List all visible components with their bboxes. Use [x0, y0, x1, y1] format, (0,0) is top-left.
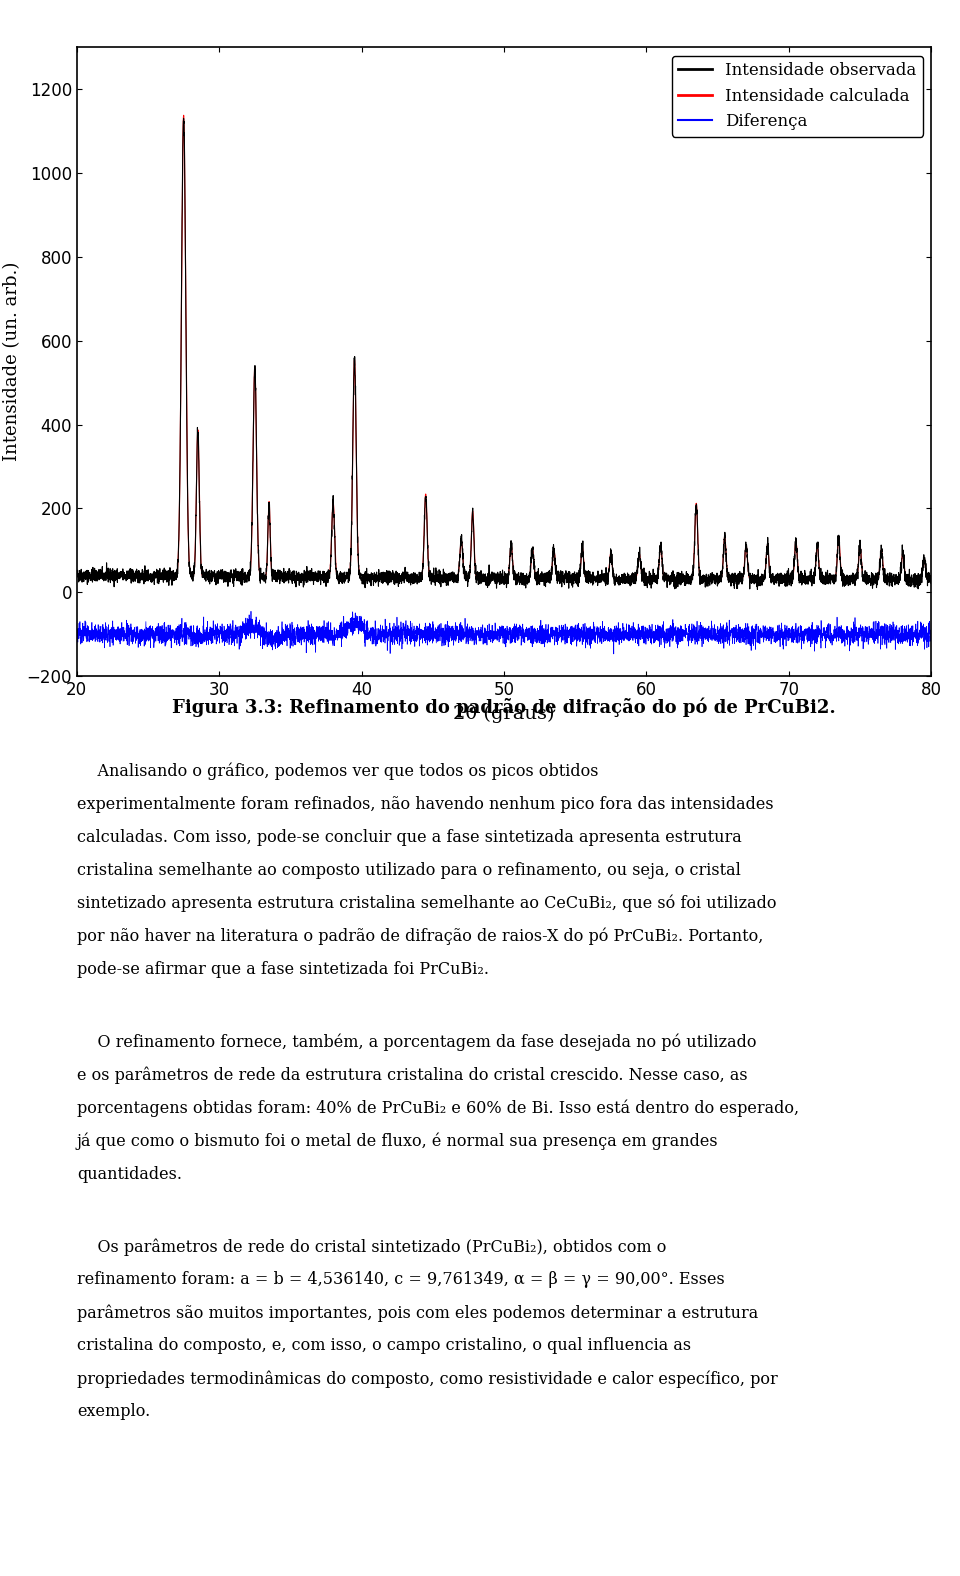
- Intensidade observada: [919, 548, 930, 567]
- Text: porcentagens obtidas foram: 40% de PrCuBi₂ e 60% de Bi. Isso está dentro do espe: porcentagens obtidas foram: 40% de PrCuB…: [77, 1100, 799, 1117]
- Text: experimentalmente foram refinados, não havendo nenhum pico fora das intensidades: experimentalmente foram refinados, não h…: [77, 796, 774, 813]
- Text: calculadas. Com isso, pode-se concluir que a fase sintetizada apresenta estrutur: calculadas. Com isso, pode-se concluir q…: [77, 829, 741, 846]
- Text: e os parâmetros de rede da estrutura cristalina do cristal crescido. Nesse caso,: e os parâmetros de rede da estrutura cri…: [77, 1067, 748, 1084]
- Intensidade observada: [71, 564, 83, 583]
- Text: pode-se afirmar que a fase sintetizada foi PrCuBi₂.: pode-se afirmar que a fase sintetizada f…: [77, 961, 489, 979]
- Text: cristalina do composto, e, com isso, o campo cristalino, o qual influencia as: cristalina do composto, e, com isso, o c…: [77, 1336, 691, 1354]
- Diferença: [454, 624, 466, 643]
- Diferença: [608, 645, 619, 663]
- Diferença: [925, 629, 937, 648]
- Intensidade calculada: [270, 567, 281, 586]
- Intensidade observada: [454, 545, 466, 564]
- Diferença: [275, 629, 286, 648]
- Intensidade observada: [178, 109, 189, 128]
- Intensidade calculada: [925, 569, 937, 588]
- Intensidade observada: [270, 569, 281, 588]
- Diferença: [394, 626, 405, 645]
- Intensidade observada: [752, 580, 763, 599]
- Text: Analisando o gráfico, podemos ver que todos os picos obtidos: Analisando o gráfico, podemos ver que to…: [77, 763, 598, 780]
- Intensidade calculada: [394, 569, 405, 588]
- Intensidade calculada: [278, 567, 290, 586]
- Diferença: [71, 630, 83, 649]
- Intensidade observada: [394, 564, 405, 583]
- Text: sintetizado apresenta estrutura cristalina semelhante ao CeCuBi₂, que só foi uti: sintetizado apresenta estrutura cristali…: [77, 895, 777, 913]
- Line: Intensidade calculada: Intensidade calculada: [77, 115, 931, 578]
- Text: Figura 3.3: Refinamento do padrão de difração do pó de PrCuBi2.: Figura 3.3: Refinamento do padrão de dif…: [172, 698, 836, 717]
- Diferença: [919, 640, 930, 659]
- Intensidade calculada: [71, 566, 83, 585]
- Diferença: [270, 630, 281, 649]
- Intensidade calculada: [178, 106, 189, 125]
- Intensidade calculada: [454, 547, 466, 566]
- Line: Diferença: Diferença: [77, 611, 931, 654]
- Text: exemplo.: exemplo.: [77, 1403, 150, 1420]
- Intensidade calculada: [275, 567, 286, 586]
- Diferença: [278, 623, 290, 641]
- X-axis label: 2θ (graus): 2θ (graus): [453, 704, 555, 723]
- Text: O refinamento fornece, também, a porcentagem da fase desejada no pó utilizado: O refinamento fornece, também, a porcent…: [77, 1034, 756, 1051]
- Intensidade observada: [925, 574, 937, 593]
- Intensidade observada: [275, 561, 286, 580]
- Text: cristalina semelhante ao composto utilizado para o refinamento, ou seja, o crist: cristalina semelhante ao composto utiliz…: [77, 862, 741, 879]
- Legend: Intensidade observada, Intensidade calculada, Diferença: Intensidade observada, Intensidade calcu…: [672, 55, 923, 137]
- Y-axis label: Intensidade (un. arb.): Intensidade (un. arb.): [3, 262, 21, 462]
- Text: refinamento foram: a = b = 4,536140, c = 9,761349, α = β = γ = 90,00°. Esses: refinamento foram: a = b = 4,536140, c =…: [77, 1272, 725, 1288]
- Text: já que como o bismuto foi o metal de fluxo, é normal sua presença em grandes: já que como o bismuto foi o metal de flu…: [77, 1133, 718, 1150]
- Text: parâmetros são muitos importantes, pois com eles podemos determinar a estrutura: parâmetros são muitos importantes, pois …: [77, 1303, 758, 1322]
- Text: Os parâmetros de rede do cristal sintetizado (PrCuBi₂), obtidos com o: Os parâmetros de rede do cristal sinteti…: [77, 1239, 666, 1256]
- Intensidade observada: [278, 566, 290, 585]
- Intensidade calculada: [919, 550, 930, 569]
- Text: quantidades.: quantidades.: [77, 1166, 181, 1182]
- Line: Intensidade observada: Intensidade observada: [77, 118, 931, 589]
- Text: propriedades termodinâmicas do composto, como resistividade e calor específico, : propriedades termodinâmicas do composto,…: [77, 1370, 778, 1387]
- Diferença: [245, 602, 256, 621]
- Text: por não haver na literatura o padrão de difração de raios-X do pó PrCuBi₂. Porta: por não haver na literatura o padrão de …: [77, 928, 763, 946]
